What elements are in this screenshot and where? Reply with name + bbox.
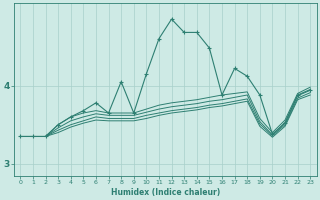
X-axis label: Humidex (Indice chaleur): Humidex (Indice chaleur)	[111, 188, 220, 197]
